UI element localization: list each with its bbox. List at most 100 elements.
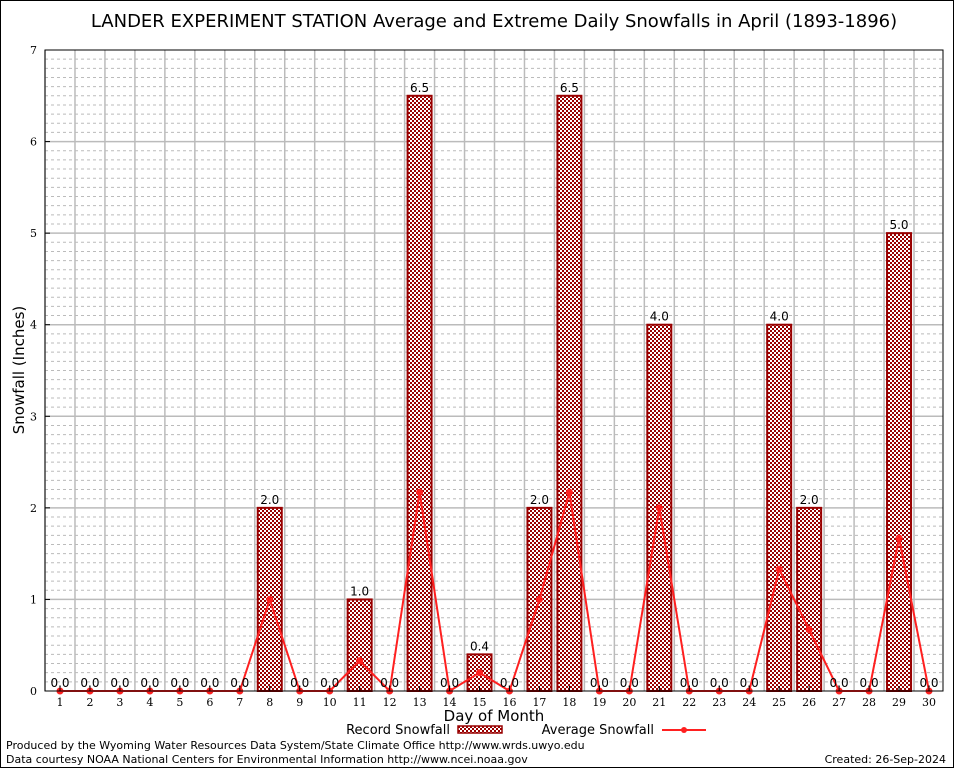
y-tick-label: 5 — [30, 227, 37, 240]
bar-label-day-29: 5.0 — [889, 218, 908, 232]
y-tick-label: 0 — [30, 685, 37, 698]
bar-label-day-7: 0.0 — [230, 676, 249, 690]
x-tick-label: 7 — [236, 696, 243, 709]
x-tick-label: 14 — [443, 696, 457, 709]
x-tick-label: 30 — [922, 696, 936, 709]
x-tick-label: 4 — [146, 696, 153, 709]
bar-label-day-23: 0.0 — [710, 676, 729, 690]
y-tick-label: 2 — [30, 502, 37, 515]
average-point-day-17 — [535, 595, 543, 603]
bar-label-day-13: 6.5 — [410, 81, 429, 95]
average-point-day-13 — [416, 488, 424, 496]
bar-day-18 — [556, 94, 583, 693]
bar-day-13 — [406, 94, 433, 693]
bar-label-day-12: 0.0 — [380, 676, 399, 690]
grid — [44, 50, 943, 691]
legend-average-marker — [681, 727, 687, 733]
x-tick-label: 19 — [592, 696, 606, 709]
bar-label-day-4: 0.0 — [140, 676, 159, 690]
footer-produced-by: Produced by the Wyoming Water Resources … — [6, 739, 585, 752]
y-tick-label: 6 — [30, 136, 37, 149]
bar-label-day-5: 0.0 — [170, 676, 189, 690]
x-tick-label: 29 — [892, 696, 906, 709]
bar-label-day-8: 2.0 — [260, 493, 279, 507]
bar-label-day-25: 4.0 — [770, 310, 789, 324]
bar-day-26 — [796, 506, 823, 692]
x-tick-label: 3 — [116, 696, 123, 709]
x-tick-label: 13 — [413, 696, 427, 709]
average-point-day-15 — [476, 669, 484, 677]
x-tick-label: 21 — [652, 696, 666, 709]
average-point-day-26 — [805, 626, 813, 634]
average-point-day-11 — [356, 657, 364, 665]
bar-label-day-20: 0.0 — [620, 676, 639, 690]
bar-label-day-3: 0.0 — [110, 676, 129, 690]
x-tick-label: 20 — [622, 696, 636, 709]
x-tick-label: 15 — [473, 696, 487, 709]
bar-label-day-26: 2.0 — [800, 493, 819, 507]
x-tick-label: 28 — [862, 696, 876, 709]
bar-label-day-27: 0.0 — [830, 676, 849, 690]
bar-label-day-30: 0.0 — [919, 676, 938, 690]
plot-frame — [44, 49, 944, 692]
x-tick-label: 23 — [712, 696, 726, 709]
average-point-day-8 — [266, 595, 274, 603]
bar-label-day-22: 0.0 — [680, 676, 699, 690]
footer-created: Created: 26-Sep-2024 — [824, 753, 946, 766]
x-tick-label: 9 — [296, 696, 303, 709]
legend-record-swatch — [457, 725, 503, 734]
bar-day-25 — [766, 323, 793, 692]
bar-label-day-18: 6.5 — [560, 81, 579, 95]
bar-labels: 0.0 0.0 0.0 0.0 0.0 0.0 0.0 2.0 0.0 0.0 1.0 0.0 6.5 0… — [50, 81, 938, 690]
y-axis-label: Snowfall (Inches) — [10, 306, 28, 434]
x-tick-label: 24 — [742, 696, 756, 709]
x-tick-label: 5 — [176, 696, 183, 709]
x-tick-label: 17 — [532, 696, 546, 709]
bar-label-day-21: 4.0 — [650, 310, 669, 324]
x-tick-label: 6 — [206, 696, 213, 709]
average-point-day-21 — [655, 504, 663, 512]
legend: Record Snowfall Average Snowfall — [346, 723, 706, 738]
legend-average-label: Average Snowfall — [542, 723, 654, 738]
bar-label-day-15: 0.4 — [470, 639, 489, 653]
x-tick-label: 1 — [57, 696, 64, 709]
x-tick-label: 26 — [802, 696, 816, 709]
chart-title: LANDER EXPERIMENT STATION Average and Ex… — [91, 11, 897, 32]
x-tick-label: 16 — [502, 696, 516, 709]
x-tick-label: 2 — [86, 696, 93, 709]
average-point-day-18 — [565, 488, 573, 496]
x-axis-label: Day of Month — [444, 707, 545, 725]
bar-label-day-19: 0.0 — [590, 676, 609, 690]
bar-label-day-9: 0.0 — [290, 676, 309, 690]
x-tick-label: 8 — [266, 696, 273, 709]
x-tick-label: 18 — [562, 696, 576, 709]
x-tick-label: 25 — [772, 696, 786, 709]
x-tick-label: 11 — [353, 696, 367, 709]
bar-label-day-14: 0.0 — [440, 676, 459, 690]
bar-label-day-24: 0.0 — [740, 676, 759, 690]
y-tick-label: 7 — [30, 44, 37, 57]
x-tick-label: 27 — [832, 696, 846, 709]
bar-label-day-10: 0.0 — [320, 676, 339, 690]
y-tick-label: 4 — [30, 319, 37, 332]
x-tick-label: 12 — [383, 696, 397, 709]
x-tick-label: 22 — [682, 696, 696, 709]
bar-label-day-2: 0.0 — [80, 676, 99, 690]
bar-label-day-17: 2.0 — [530, 493, 549, 507]
average-point-day-25 — [775, 565, 783, 573]
y-tick-label: 3 — [30, 410, 37, 423]
bar-day-11 — [346, 598, 373, 693]
bar-label-day-16: 0.0 — [500, 676, 519, 690]
y-tick-label: 1 — [30, 593, 37, 606]
x-tick-label: 10 — [323, 696, 337, 709]
average-point-day-29 — [895, 534, 903, 542]
bar-day-29 — [886, 232, 913, 692]
legend-record-label: Record Snowfall — [346, 723, 450, 738]
bar-label-day-6: 0.0 — [200, 676, 219, 690]
bar-label-day-11: 1.0 — [350, 584, 369, 598]
bar-label-day-1: 0.0 — [50, 676, 69, 690]
footer-courtesy: Data courtesy NOAA National Centers for … — [6, 753, 528, 766]
bar-label-day-28: 0.0 — [860, 676, 879, 690]
